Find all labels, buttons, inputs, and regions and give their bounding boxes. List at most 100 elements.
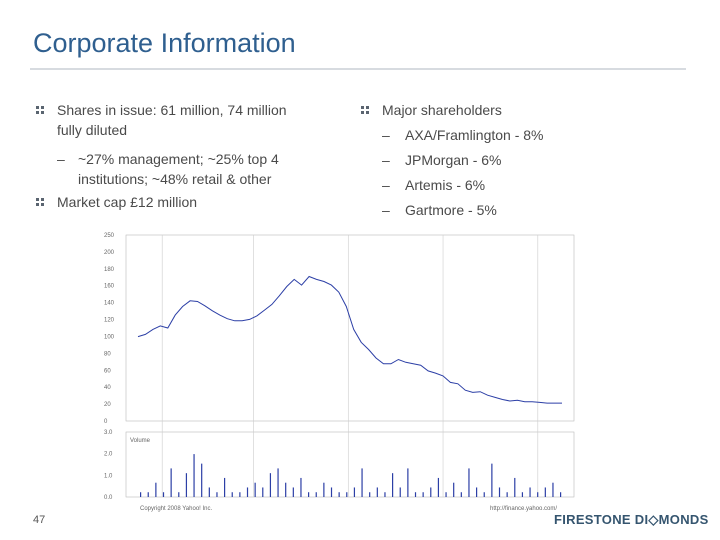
volume-bar [330, 487, 333, 497]
volume-bar [277, 468, 279, 497]
shareholder-dash: – [382, 202, 390, 218]
volume-bar [407, 468, 409, 497]
volume-bar [308, 492, 310, 497]
volume-bar [315, 492, 317, 497]
shareholder-dash: – [382, 127, 390, 143]
bullet-shares-line2: fully diluted [57, 122, 128, 138]
price-tick-label: 80 [104, 351, 111, 357]
sub-bullet-line1: ~27% management; ~25% top 4 [78, 151, 279, 167]
volume-bar [544, 487, 546, 497]
price-tick-label: 40 [104, 385, 111, 391]
volume-bar [399, 487, 401, 497]
volume-bar [537, 492, 539, 497]
volume-bar [147, 492, 149, 497]
volume-tick-label: 0.0 [104, 495, 113, 501]
price-tick-label: 120 [104, 318, 115, 324]
volume-bar [430, 487, 432, 497]
volume-bar [491, 463, 493, 497]
sub-bullet-dash: – [57, 151, 65, 167]
price-tick-label: 200 [104, 250, 115, 256]
volume-bar [239, 492, 241, 497]
title-rule [30, 68, 686, 70]
bullet-market-cap: Market cap £12 million [57, 194, 198, 210]
volume-tick-label: 1.0 [104, 473, 113, 479]
volume-bar [201, 463, 203, 497]
volume-bar [208, 487, 210, 497]
volume-bar [476, 487, 478, 497]
volume-bar [361, 468, 363, 497]
volume-bar [231, 492, 233, 497]
chart-grid [125, 234, 575, 498]
volume-bar [560, 492, 562, 497]
chart-copyright: Copyright 2008 Yahoo! Inc. [140, 506, 212, 512]
volume-bars [140, 454, 562, 497]
shareholder-item: Gartmore - 5% [405, 202, 497, 218]
shareholder-item: JPMorgan - 6% [405, 152, 502, 168]
volume-bar [170, 468, 172, 497]
volume-bar [216, 492, 218, 497]
sub-bullet-line2: institutions; ~48% retail & other [78, 171, 272, 187]
price-tick-label: 60 [104, 368, 111, 374]
volume-bar [254, 482, 256, 497]
bullet-icon [36, 106, 44, 114]
volume-bar [346, 492, 348, 497]
price-line [137, 275, 562, 404]
volume-bar [422, 492, 424, 497]
volume-bar [300, 477, 302, 497]
price-tick-label: 20 [104, 402, 111, 408]
volume-bar [552, 482, 554, 497]
shareholder-item: Artemis - 6% [405, 177, 486, 193]
bullet-shares: Shares in issue: 61 million, 74 million … [57, 100, 347, 140]
firestone-diamonds-logo: FIRESTONE DI◇MONDS [554, 512, 709, 527]
volume-bar [506, 492, 508, 497]
volume-bar [162, 492, 165, 497]
volume-bar [155, 482, 157, 497]
price-tick-label: 180 [104, 267, 115, 273]
price-tick-label: 250 [104, 233, 115, 239]
volume-bar [437, 477, 440, 497]
bullet-icon [361, 106, 369, 114]
volume-bar [445, 492, 447, 497]
volume-bar [140, 492, 142, 497]
volume-bar [369, 492, 371, 497]
price-frame [125, 234, 575, 422]
volume-bar [384, 492, 386, 497]
sub-bullet-ownership: ~27% management; ~25% top 4 institutions… [78, 149, 338, 189]
volume-bar [376, 487, 378, 497]
volume-bar [224, 477, 226, 497]
bullet-major-shareholders: Major shareholders [382, 102, 502, 118]
slide-title: Corporate Information [33, 28, 296, 58]
volume-tick-labels: 3.0 2.0 1.0 0.0 [104, 430, 113, 501]
page-number: 47 [33, 514, 46, 526]
volume-bar [292, 487, 294, 497]
shareholder-dash: – [382, 177, 390, 193]
volume-bar [392, 473, 394, 497]
price-tick-label: 160 [104, 284, 115, 290]
volume-bar [453, 482, 455, 497]
volume-bar [246, 487, 249, 497]
bullet-icon [36, 198, 44, 206]
volume-bar [468, 468, 470, 497]
volume-tick-label: 3.0 [104, 430, 113, 436]
volume-bar [460, 492, 462, 497]
volume-bar [514, 477, 516, 497]
volume-legend: Volume [130, 438, 151, 444]
volume-bar [262, 487, 264, 497]
volume-bar [193, 454, 195, 497]
volume-bar [323, 482, 325, 497]
price-tick-label: 140 [104, 301, 115, 307]
volume-bar [338, 492, 340, 497]
volume-bar [185, 473, 188, 497]
volume-bar [529, 487, 531, 497]
volume-bar [269, 473, 272, 497]
volume-bar [285, 482, 287, 497]
volume-bar [521, 492, 524, 497]
bullet-shares-line1: Shares in issue: 61 million, 74 million [57, 102, 287, 118]
volume-tick-label: 2.0 [104, 452, 113, 458]
volume-bar [483, 492, 485, 497]
price-tick-label: 100 [104, 334, 115, 340]
shareholder-item: AXA/Framlington - 8% [405, 127, 544, 143]
volume-bar [414, 492, 417, 497]
